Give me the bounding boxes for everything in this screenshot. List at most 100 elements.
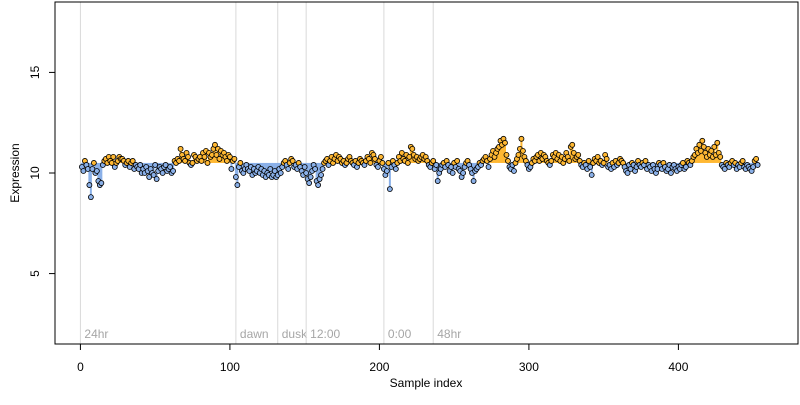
marker-label: 0:00 bbox=[388, 327, 412, 341]
data-point bbox=[386, 186, 393, 192]
data-point bbox=[587, 164, 594, 170]
marker-label: dawn bbox=[240, 327, 269, 341]
data-point bbox=[454, 158, 461, 164]
data-point bbox=[600, 160, 607, 166]
data-point bbox=[232, 174, 239, 180]
data-point bbox=[93, 168, 100, 174]
data-point bbox=[306, 180, 313, 186]
x-tick-label: 300 bbox=[519, 360, 539, 374]
data-point bbox=[224, 158, 230, 164]
data-point bbox=[185, 154, 191, 160]
data-point bbox=[177, 145, 184, 152]
data-point bbox=[307, 174, 314, 180]
marker-label: 48hr bbox=[437, 327, 461, 341]
data-point bbox=[708, 147, 715, 154]
data-point bbox=[714, 139, 721, 146]
data-point bbox=[383, 168, 390, 174]
data-point bbox=[303, 170, 310, 176]
data-point bbox=[375, 164, 381, 170]
data-point bbox=[434, 178, 441, 184]
data-point bbox=[449, 170, 456, 176]
marker-label: 12:00 bbox=[310, 327, 340, 341]
data-point bbox=[433, 162, 440, 168]
data-point bbox=[624, 170, 631, 176]
data-point bbox=[668, 170, 674, 176]
data-point bbox=[170, 168, 177, 174]
data-point bbox=[153, 176, 160, 182]
data-point bbox=[754, 162, 761, 168]
x-tick-label: 0 bbox=[77, 360, 84, 374]
data-point bbox=[711, 143, 718, 150]
data-point bbox=[367, 160, 374, 166]
data-point bbox=[548, 158, 555, 164]
data-point bbox=[569, 141, 576, 148]
data-point bbox=[212, 141, 218, 148]
data-point bbox=[588, 172, 595, 178]
axes: 0 100 200 300 400 5 10 15 bbox=[28, 65, 689, 374]
data-point bbox=[460, 170, 467, 176]
data-point bbox=[379, 160, 386, 166]
data-point bbox=[505, 158, 511, 164]
data-point bbox=[511, 168, 517, 174]
data-point bbox=[231, 156, 238, 162]
data-point bbox=[216, 156, 223, 162]
data-point bbox=[518, 135, 525, 142]
data-point bbox=[503, 151, 510, 158]
data-point bbox=[150, 172, 157, 178]
y-axis-title: Expression bbox=[8, 143, 22, 202]
marker-label: dusk bbox=[282, 327, 308, 341]
data-point bbox=[520, 147, 526, 154]
data-point bbox=[717, 154, 724, 160]
data-point bbox=[204, 160, 211, 166]
data-point bbox=[289, 158, 296, 164]
data-point bbox=[98, 180, 105, 186]
data-point bbox=[285, 166, 292, 172]
data-point bbox=[137, 162, 144, 168]
data-point bbox=[90, 160, 97, 166]
data-point bbox=[87, 194, 94, 201]
data-point bbox=[86, 182, 93, 188]
data-point bbox=[228, 166, 235, 172]
data-point bbox=[129, 158, 136, 164]
data-point bbox=[603, 156, 610, 162]
x-tick-label: 400 bbox=[668, 360, 688, 374]
data-point bbox=[198, 158, 205, 164]
y-tick-label: 10 bbox=[28, 166, 42, 180]
y-tick-label: 15 bbox=[28, 65, 42, 79]
data-point bbox=[315, 182, 322, 188]
x-axis-title: Sample index bbox=[390, 376, 463, 390]
data-point bbox=[167, 164, 174, 170]
data-point bbox=[430, 158, 437, 164]
y-tick-label: 5 bbox=[28, 270, 42, 277]
data-point bbox=[485, 164, 492, 170]
data-point bbox=[470, 178, 477, 184]
data-point bbox=[515, 151, 522, 158]
data-point bbox=[213, 151, 220, 158]
x-tick-label: 100 bbox=[220, 360, 240, 374]
data-point bbox=[566, 158, 573, 164]
data-point bbox=[642, 158, 649, 164]
data-point bbox=[575, 151, 582, 158]
data-point bbox=[318, 172, 325, 178]
data-point bbox=[301, 164, 308, 170]
data-point bbox=[277, 170, 284, 176]
data-point bbox=[753, 156, 760, 162]
data-point bbox=[312, 166, 319, 172]
data-point bbox=[699, 137, 706, 144]
data-point bbox=[594, 154, 601, 160]
data-point bbox=[234, 182, 241, 188]
data-point bbox=[201, 154, 208, 160]
data-point bbox=[409, 145, 416, 152]
data-point bbox=[319, 166, 326, 172]
data-point bbox=[392, 166, 399, 172]
data-points bbox=[79, 135, 761, 201]
data-point bbox=[739, 158, 746, 164]
data-point bbox=[110, 154, 117, 160]
marker-label: 24hr bbox=[84, 327, 108, 341]
data-point bbox=[237, 160, 244, 166]
data-point bbox=[502, 139, 508, 146]
data-point bbox=[378, 154, 384, 160]
data-point bbox=[404, 160, 411, 166]
